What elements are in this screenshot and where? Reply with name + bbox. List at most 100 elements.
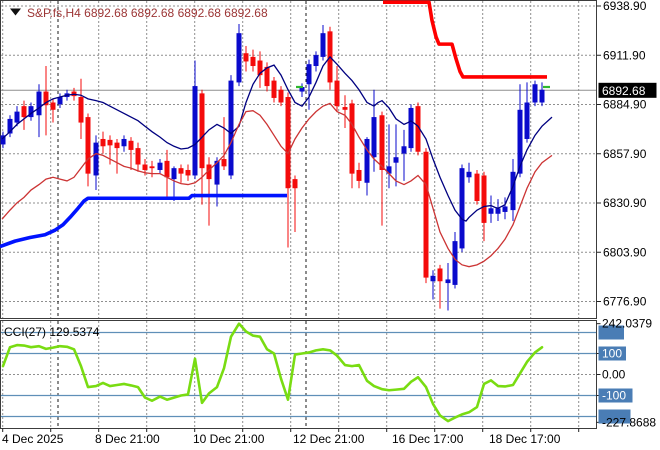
candle xyxy=(7,118,13,134)
candle xyxy=(236,33,242,83)
candle xyxy=(28,106,34,118)
candle xyxy=(408,107,414,149)
candle xyxy=(199,93,205,169)
candle xyxy=(50,102,56,110)
candle xyxy=(481,175,487,223)
candle xyxy=(192,86,198,176)
chart-title-ohlc: S&P.fs,H4 6892.68 6892.68 6892.68 6892.6… xyxy=(27,6,268,20)
time-axis-label: 10 Dec 21:00 xyxy=(193,432,265,446)
candle xyxy=(452,241,458,285)
candle xyxy=(386,166,392,174)
candle xyxy=(271,80,277,98)
candle xyxy=(466,171,472,178)
candle xyxy=(21,106,27,118)
price-axis-label: 6803.90 xyxy=(603,245,647,259)
time-axis-label: 8 Dec 21:00 xyxy=(95,432,160,446)
candle xyxy=(401,146,407,154)
candle xyxy=(445,279,451,284)
candle xyxy=(313,55,319,67)
cci-level-badge xyxy=(598,409,631,424)
candle xyxy=(349,103,355,174)
candle xyxy=(214,160,220,185)
candle xyxy=(128,140,134,150)
candle xyxy=(539,89,545,103)
symbol-dropdown-arrow-icon[interactable] xyxy=(10,8,21,16)
candle xyxy=(502,206,508,212)
candle xyxy=(264,66,270,87)
candle xyxy=(423,151,429,278)
time-axis[interactable] xyxy=(0,430,597,450)
candle xyxy=(437,268,443,282)
ma-slow-line xyxy=(1,102,553,268)
candle xyxy=(517,109,523,174)
candle xyxy=(100,138,106,147)
candle xyxy=(250,56,256,67)
candle xyxy=(320,33,326,57)
candle xyxy=(14,111,20,123)
candle xyxy=(157,162,163,170)
trail-stop-upper-line xyxy=(383,0,547,79)
candle xyxy=(364,138,370,183)
candle xyxy=(164,160,170,178)
trail-stop-lower-line xyxy=(0,193,287,249)
time-axis-label: 16 Dec 17:00 xyxy=(392,432,464,446)
candle xyxy=(334,80,340,107)
cci-axis-label: 242.0379 xyxy=(602,317,652,331)
candle xyxy=(36,91,42,116)
candle xyxy=(257,60,263,76)
cci-level-badge xyxy=(598,346,626,361)
candle xyxy=(107,139,113,146)
candle xyxy=(285,97,291,189)
candle xyxy=(393,157,399,163)
candle xyxy=(415,106,421,152)
candle xyxy=(85,117,91,174)
cci-axis-label: -100 xyxy=(602,389,626,403)
cci-level-badge xyxy=(598,325,624,340)
candle xyxy=(532,84,538,103)
cci-axis-label: 0.00 xyxy=(602,368,626,382)
candle xyxy=(459,168,465,249)
ma-fast-line xyxy=(1,55,553,222)
candle xyxy=(228,80,234,176)
candle xyxy=(356,169,362,181)
candle xyxy=(524,102,530,139)
cci-axis-label: 100 xyxy=(602,347,622,361)
candle xyxy=(43,91,49,106)
candle xyxy=(93,142,99,176)
price-axis-label: 6938.90 xyxy=(603,0,647,13)
candle xyxy=(121,138,127,147)
candle xyxy=(306,64,312,85)
cci-axis[interactable] xyxy=(597,320,660,430)
candle xyxy=(178,168,184,174)
price-axis[interactable] xyxy=(597,0,660,318)
candle xyxy=(185,169,191,176)
price-axis-label: 6776.90 xyxy=(603,295,647,309)
current-price-box xyxy=(598,82,657,98)
cci-level-badge xyxy=(598,388,633,403)
candle xyxy=(510,171,516,211)
price-axis-label: 6830.90 xyxy=(603,196,647,210)
price-axis-label: 6911.90 xyxy=(603,48,646,62)
time-axis-label: 12 Dec 21:00 xyxy=(293,432,365,446)
candle xyxy=(57,97,63,105)
candle xyxy=(342,107,348,110)
time-axis-label: 18 Dec 17:00 xyxy=(489,432,561,446)
main-chart-panel[interactable] xyxy=(0,0,597,319)
cci-indicator-label: CCI(27) 129.5374 xyxy=(4,325,100,339)
time-axis-label: 4 Dec 2025 xyxy=(2,432,64,446)
candle xyxy=(0,135,6,145)
price-axis-label: 6884.90 xyxy=(603,98,647,112)
candle xyxy=(474,173,480,201)
candle xyxy=(299,86,305,92)
candle xyxy=(135,148,141,165)
candle xyxy=(114,142,120,149)
candle xyxy=(488,208,494,214)
candle xyxy=(221,159,227,167)
candle xyxy=(278,89,284,103)
candle xyxy=(292,179,298,189)
candle xyxy=(379,115,385,170)
candle xyxy=(371,117,377,158)
candle xyxy=(430,275,436,282)
